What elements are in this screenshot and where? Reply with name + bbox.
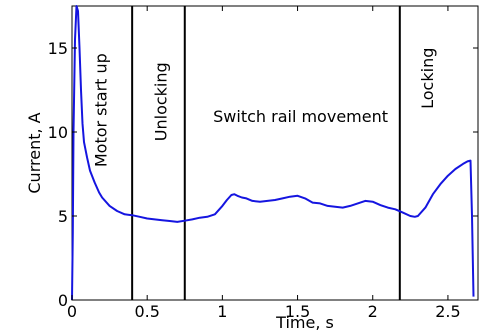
- y-tick-label: 10: [48, 123, 68, 142]
- series-group: [71, 5, 475, 301]
- phase-annotations: Motor start up Unlocking Switch rail movem…: [92, 48, 437, 168]
- x-axis-ticks: 0 0.5 1 1.5 2 2.5: [67, 6, 461, 321]
- y-axis-label: Current, A: [25, 112, 44, 193]
- x-tick-label: 1: [217, 302, 227, 321]
- phase-annotation-4: Locking: [418, 48, 437, 109]
- x-tick-label: 2: [368, 302, 378, 321]
- current-series-line: [71, 5, 475, 301]
- phase-annotation-2: Unlocking: [152, 62, 171, 141]
- x-tick-label: 0.5: [134, 302, 159, 321]
- x-tick-label: 1.5: [285, 302, 310, 321]
- plot-frame: [71, 5, 479, 301]
- plot-border: [71, 5, 479, 301]
- x-tick-label: 2.5: [435, 302, 460, 321]
- y-tick-label: 5: [58, 207, 68, 226]
- y-axis-ticks: 0 5 10 15: [48, 39, 478, 310]
- phase-annotation-1: Motor start up: [92, 53, 111, 167]
- y-tick-label: 15: [48, 39, 68, 58]
- y-tick-label: 0: [58, 291, 68, 310]
- phase-boundaries: [131, 6, 401, 300]
- x-tick-label: 0: [67, 302, 77, 321]
- x-axis-label: Time, s: [275, 313, 334, 332]
- phase-annotation-3: Switch rail movement: [213, 107, 388, 126]
